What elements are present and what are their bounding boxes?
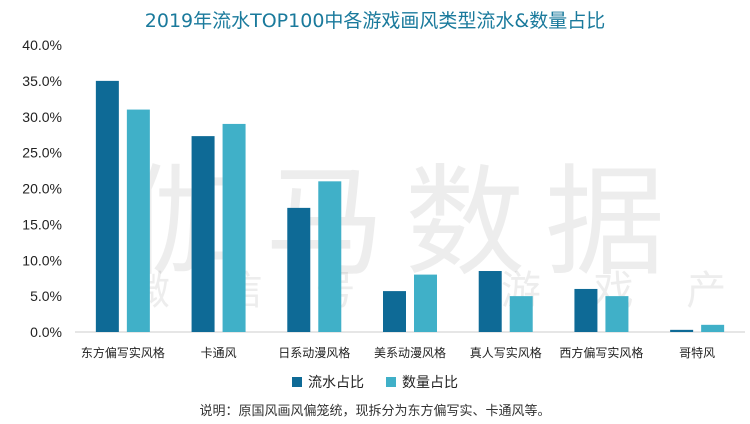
- x-tick-label: 哥特风: [679, 345, 715, 360]
- y-tick-label: 10.0%: [22, 252, 62, 268]
- x-tick-label: 东方偏写实风格: [81, 345, 165, 360]
- y-tick-label: 15.0%: [22, 216, 62, 232]
- bar-revenue: [574, 288, 598, 332]
- bar-count: [414, 274, 437, 332]
- bar-revenue: [670, 329, 694, 332]
- legend-swatch: [386, 377, 396, 387]
- legend-swatch: [292, 377, 302, 387]
- bar-chart: 0.0% 5.0% 10.0% 15.0% 20.0% 25.0% 30.0% 35.0% 40…: [22, 37, 745, 360]
- y-tick-label: 40.0%: [22, 37, 62, 53]
- bar-revenue: [287, 207, 311, 332]
- x-tick-label: 西方偏写实风格: [559, 345, 643, 360]
- bar-count: [605, 296, 629, 332]
- chart-note: 说明：原国风画风偏笼统，现拆分为东方偏写实、卡通风等。: [199, 404, 551, 419]
- y-tick-label: 0.0%: [30, 324, 62, 340]
- y-tick-label: 25.0%: [22, 145, 62, 161]
- bar-count: [126, 109, 150, 332]
- legend-label: 流水占比: [308, 375, 364, 391]
- y-tick-label: 30.0%: [22, 109, 62, 125]
- bar-count: [509, 296, 533, 332]
- x-tick-label: 美系动漫风格: [374, 345, 446, 360]
- bar-count: [701, 324, 725, 332]
- y-tick-label: 35.0%: [22, 73, 62, 89]
- legend: 流水占比 数量占比: [0, 372, 750, 392]
- bar-revenue: [478, 271, 502, 332]
- bar-revenue: [191, 136, 215, 332]
- x-tick-label: 真人写实风格: [470, 345, 542, 360]
- bar-count: [222, 123, 246, 332]
- x-tick-label: 日系动漫风格: [278, 345, 350, 360]
- legend-item-count: 数量占比: [386, 372, 458, 392]
- legend-item-revenue: 流水占比: [292, 372, 364, 392]
- bar-revenue: [95, 80, 119, 332]
- y-tick-label: 20.0%: [22, 181, 62, 197]
- legend-label: 数量占比: [402, 375, 458, 391]
- y-tick-label: 5.0%: [30, 288, 62, 304]
- x-tick-label: 卡通风: [201, 346, 237, 360]
- watermark-logo: 伽马数据: [125, 154, 685, 293]
- bar-count: [318, 181, 342, 332]
- chart-title: 2019年流水TOP100中各游戏画风类型流水&数量占比: [144, 10, 606, 32]
- bar-revenue: [383, 291, 406, 332]
